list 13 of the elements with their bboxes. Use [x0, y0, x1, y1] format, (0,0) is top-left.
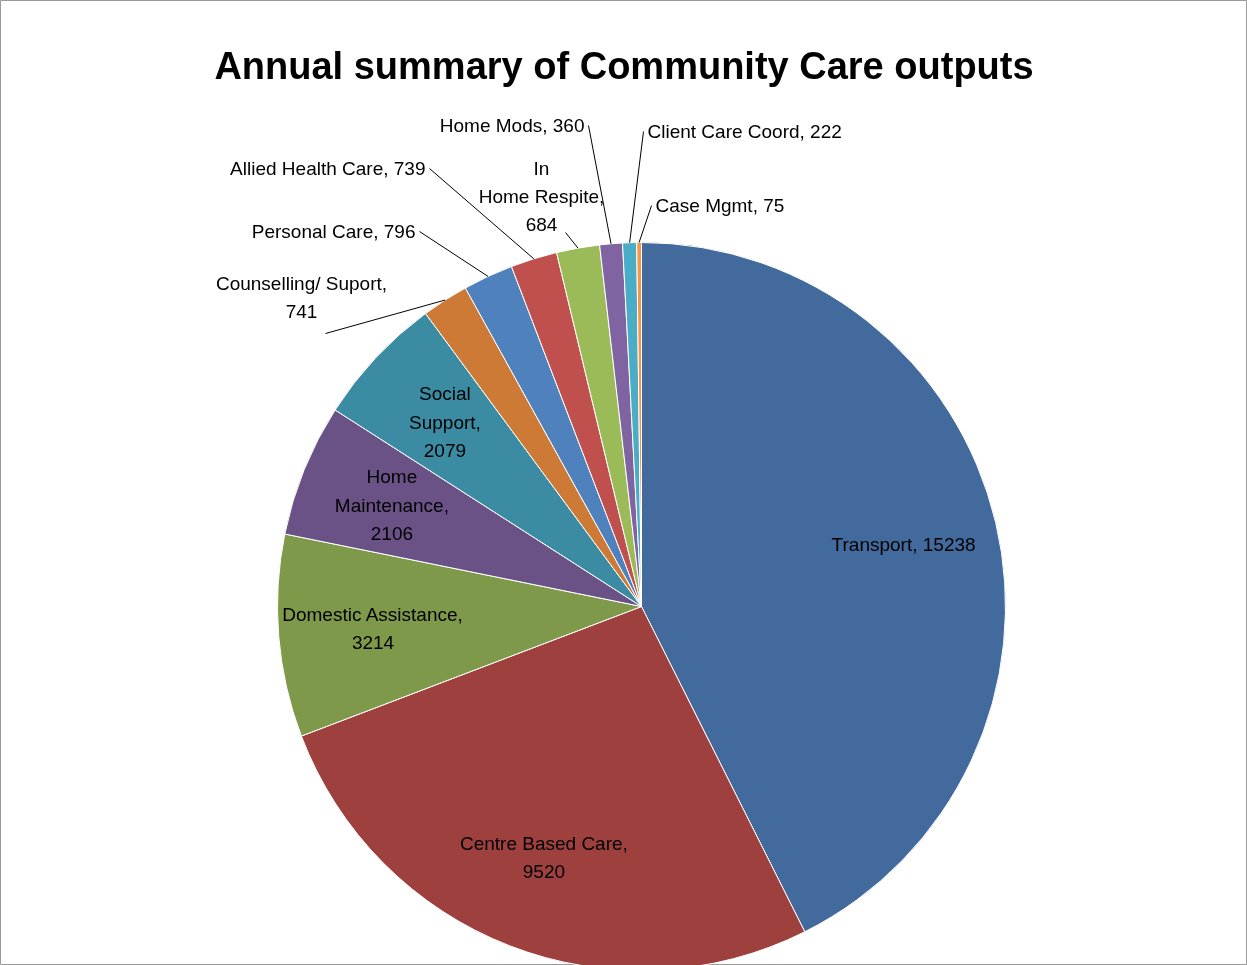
slice-label: Client Care Coord, 222: [647, 121, 842, 142]
slice-label: Domestic Assistance, 3214: [282, 603, 463, 654]
slice-label: Transport, 15238: [831, 533, 976, 555]
slice-label: Home Mods, 360: [439, 115, 585, 136]
slice-label: Personal Care, 796: [251, 221, 416, 242]
slice-label: In Home Respite, 684: [478, 157, 605, 236]
slice-label: Counselling/ Suport, 741: [215, 272, 388, 323]
slice-label: Allied Health Care, 739: [230, 158, 426, 179]
slice-label: Case Mgmt, 75: [655, 195, 785, 216]
slice-label: Social Support, 2079: [409, 383, 481, 462]
slice-label: Home Maintenance, 2106: [334, 466, 449, 545]
chart-title: Annual summary of Community Care outputs: [214, 44, 1034, 87]
slice-label: Centre Based Care, 9520: [459, 832, 628, 883]
